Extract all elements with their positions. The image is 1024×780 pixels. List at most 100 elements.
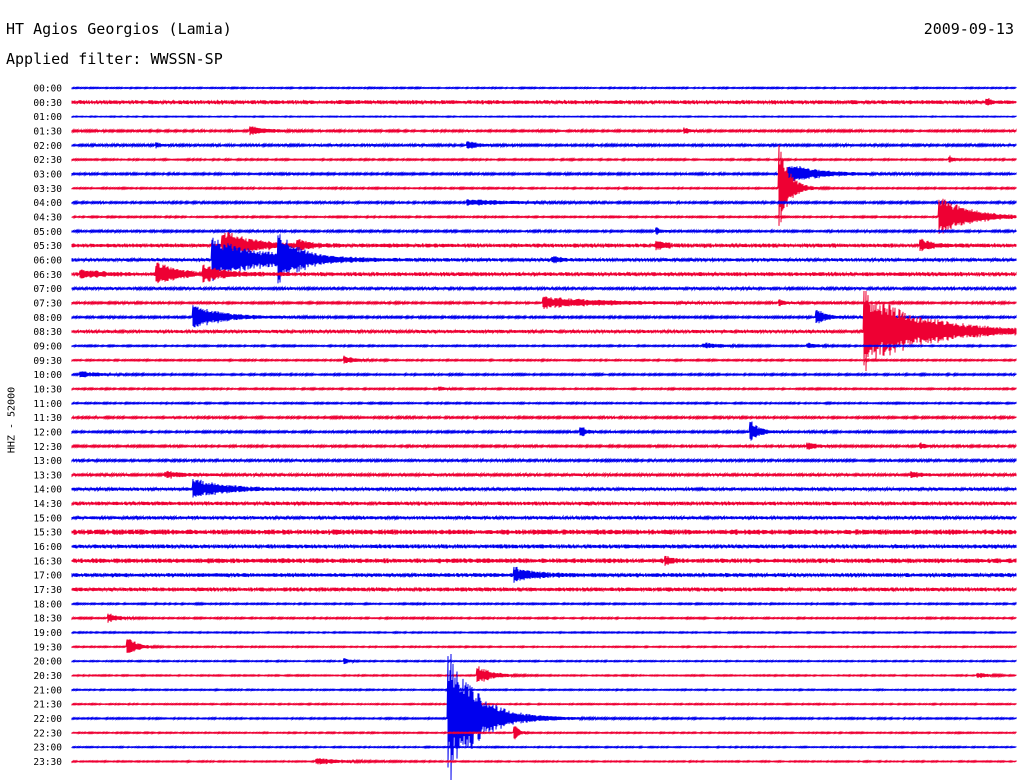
seismic-trace-line bbox=[71, 601, 1017, 607]
time-tick-label: 19:00 bbox=[33, 628, 62, 639]
seismic-trace-line bbox=[71, 114, 1017, 119]
time-tick-label: 13:00 bbox=[33, 456, 62, 467]
seismic-trace-line bbox=[71, 371, 1017, 378]
seismic-trace-line bbox=[71, 355, 1017, 364]
seismic-trace-line bbox=[71, 653, 1017, 780]
time-tick-label: 05:00 bbox=[33, 227, 62, 238]
seismic-trace-line bbox=[71, 98, 1017, 106]
time-tick-label: 06:00 bbox=[33, 255, 62, 266]
time-tick-label: 07:00 bbox=[33, 284, 62, 295]
time-tick-label: 00:30 bbox=[33, 98, 62, 109]
seismic-trace-line bbox=[71, 414, 1017, 421]
seismic-trace-line bbox=[71, 199, 1017, 206]
time-tick-label: 14:00 bbox=[33, 485, 62, 496]
seismic-trace-line bbox=[71, 687, 1017, 693]
time-tick-label: 11:00 bbox=[33, 399, 62, 410]
time-tick-label: 12:00 bbox=[33, 427, 62, 438]
seismic-trace-line bbox=[71, 613, 1017, 623]
trace-group bbox=[71, 85, 1017, 780]
seismic-trace-line bbox=[71, 400, 1017, 406]
seismic-trace-line bbox=[71, 500, 1017, 507]
time-tick-label: 01:30 bbox=[33, 126, 62, 137]
seismic-trace-line bbox=[71, 658, 1017, 665]
seismic-trace-line bbox=[71, 586, 1017, 593]
station-title: HT Agios Georgios (Lamia) bbox=[6, 20, 232, 38]
seismic-trace-line bbox=[71, 227, 1017, 235]
seismic-trace-line bbox=[71, 231, 1017, 258]
time-tick-label: 10:30 bbox=[33, 384, 62, 395]
seismic-trace-line bbox=[71, 470, 1017, 479]
time-tick-label: 19:30 bbox=[33, 642, 62, 653]
time-tick-label: 23:00 bbox=[33, 743, 62, 754]
time-tick-label: 03:30 bbox=[33, 184, 62, 195]
time-tick-label: 13:30 bbox=[33, 470, 62, 481]
time-tick-label: 16:00 bbox=[33, 542, 62, 553]
time-tick-label: 06:30 bbox=[33, 270, 62, 281]
time-tick-label: 16:30 bbox=[33, 556, 62, 567]
time-tick-label: 17:00 bbox=[33, 571, 62, 582]
time-tick-label: 05:30 bbox=[33, 241, 62, 252]
seismic-trace-line bbox=[71, 141, 1017, 149]
time-tick-label: 10:00 bbox=[33, 370, 62, 381]
time-tick-label: 22:30 bbox=[33, 728, 62, 739]
seismic-trace-line bbox=[71, 145, 1017, 226]
seismic-trace-line bbox=[71, 758, 1017, 765]
seismic-trace-line bbox=[71, 529, 1017, 536]
time-tick-label: 15:30 bbox=[33, 528, 62, 539]
time-tick-label: 09:00 bbox=[33, 341, 62, 352]
seismic-trace-line bbox=[71, 290, 1017, 372]
filter-label: Applied filter: WWSSN-SP bbox=[6, 50, 223, 68]
time-tick-label: 08:00 bbox=[33, 313, 62, 324]
time-tick-label: 21:00 bbox=[33, 685, 62, 696]
seismic-trace-line bbox=[71, 701, 1017, 707]
seismic-trace-line bbox=[71, 166, 1017, 181]
seismic-trace-line bbox=[71, 442, 1017, 450]
seismic-trace-line bbox=[71, 421, 1017, 441]
seismic-trace-line bbox=[71, 342, 1017, 349]
time-tick-group: 00:00 00:30 01:00 01:30 02:00 02:30 03:00 03:30… bbox=[33, 84, 62, 769]
time-tick-label: 22:00 bbox=[33, 714, 62, 725]
seismic-trace-line bbox=[71, 126, 1017, 136]
seismic-trace-line bbox=[71, 262, 1017, 284]
time-tick-label: 15:00 bbox=[33, 513, 62, 524]
time-tick-label: 04:00 bbox=[33, 198, 62, 209]
seismic-trace-line bbox=[71, 666, 1017, 683]
time-tick-label: 11:30 bbox=[33, 413, 62, 424]
time-tick-label: 21:30 bbox=[33, 700, 62, 711]
seismic-trace-line bbox=[71, 386, 1017, 392]
time-tick-label: 04:30 bbox=[33, 212, 62, 223]
seismic-trace-line bbox=[71, 726, 1017, 740]
time-tick-label: 02:30 bbox=[33, 155, 62, 166]
seismic-trace-line bbox=[71, 457, 1017, 464]
seismic-trace-line bbox=[71, 555, 1017, 566]
seismic-trace-line bbox=[71, 745, 1017, 750]
seismic-trace-line bbox=[71, 639, 1017, 653]
record-date: 2009-09-13 bbox=[923, 20, 1014, 38]
time-tick-label: 02:00 bbox=[33, 141, 62, 152]
time-tick-label: 03:00 bbox=[33, 169, 62, 180]
seismic-trace-line bbox=[71, 479, 1017, 498]
seismic-trace-line bbox=[71, 566, 1017, 583]
time-tick-label: 18:00 bbox=[33, 599, 62, 610]
seismic-trace-line bbox=[71, 155, 1017, 163]
time-tick-label: 00:00 bbox=[33, 84, 62, 95]
time-tick-label: 07:30 bbox=[33, 298, 62, 309]
time-tick-label: 17:30 bbox=[33, 585, 62, 596]
time-tick-label: 23:30 bbox=[33, 757, 62, 768]
time-tick-label: 14:30 bbox=[33, 499, 62, 510]
time-tick-label: 12:30 bbox=[33, 442, 62, 453]
seismic-trace-line bbox=[71, 296, 1017, 309]
seismic-trace-line bbox=[71, 630, 1017, 635]
seismic-trace-line bbox=[71, 234, 1017, 284]
time-tick-label: 18:30 bbox=[33, 614, 62, 625]
time-tick-label: 20:00 bbox=[33, 657, 62, 668]
time-tick-label: 09:30 bbox=[33, 356, 62, 367]
seismic-trace-line bbox=[71, 85, 1017, 91]
time-tick-label: 01:00 bbox=[33, 112, 62, 123]
time-tick-label: 20:30 bbox=[33, 671, 62, 682]
seismic-trace-line bbox=[71, 543, 1017, 550]
seismic-trace-line bbox=[71, 305, 1017, 328]
seismic-trace-line bbox=[71, 514, 1017, 521]
time-tick-label: 08:30 bbox=[33, 327, 62, 338]
